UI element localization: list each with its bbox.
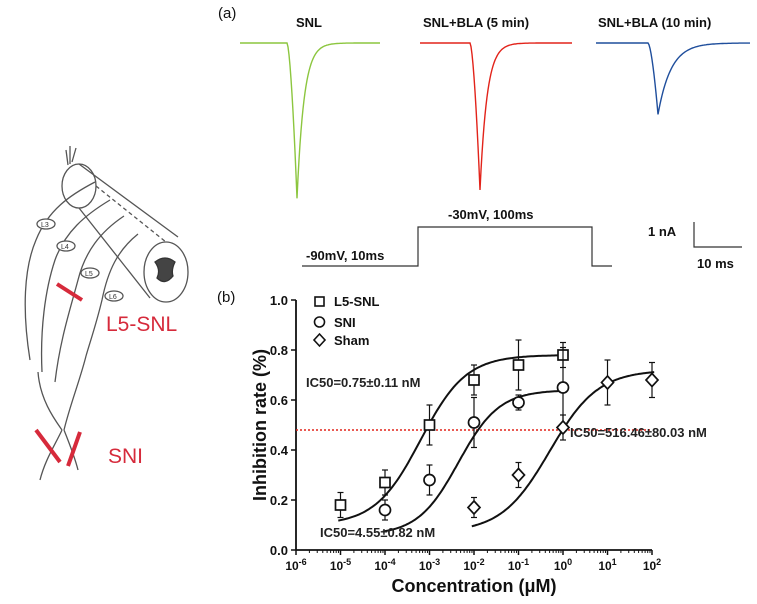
- scale-bar: [693, 222, 742, 248]
- sni-cut-mark-2: [66, 431, 82, 467]
- injury-marks: [34, 282, 84, 467]
- spinal-cord-top: [61, 163, 97, 209]
- x-tick-label: 10-1: [508, 557, 529, 573]
- legend-circle-icon: [313, 316, 326, 328]
- tract-icon: [65, 146, 77, 166]
- data-point-circle: [423, 473, 436, 487]
- legend-sni: SNI: [334, 315, 356, 330]
- x-tick-label: 10-2: [463, 557, 484, 573]
- drg-l4: [56, 240, 76, 252]
- ic50-label-l5-snl: IC50=0.75±0.11 nM: [306, 375, 420, 390]
- y-tick-label: 0.0: [270, 543, 288, 558]
- drg-l3: [36, 218, 56, 230]
- fit-curve-l5-snl: [338, 354, 566, 522]
- nerve-diagram: [24, 146, 189, 481]
- data-point-square: [423, 419, 436, 431]
- legend: L5-SNL SNI Sham: [312, 294, 380, 348]
- drg-l5: [80, 267, 100, 279]
- root-label-l5: L5: [85, 271, 93, 278]
- ic50-label-sni: IC50=4.55±0.82 nM: [320, 525, 435, 540]
- root-labels: L3 L4 L5 L6: [41, 222, 117, 301]
- legend-diamond-icon: [312, 332, 327, 348]
- y-tick-label: 0.8: [270, 343, 288, 358]
- y-tick-label: 0.4: [270, 443, 289, 458]
- protocol-step-label: -30mV, 100ms: [448, 207, 534, 222]
- sciatic-nerve: [37, 355, 87, 481]
- current-trace-snl: [240, 42, 380, 199]
- data-point-square: [468, 374, 480, 386]
- x-tick-label: 10-6: [285, 557, 306, 573]
- spinal-cord-body: [78, 163, 179, 299]
- ic50-label-sham: IC50=516.46±80.03 nM: [570, 425, 707, 440]
- drg-l6: [104, 290, 124, 302]
- cord-dash: [95, 185, 167, 243]
- root-l3: [24, 181, 96, 361]
- l5-snl-cut-mark: [55, 282, 84, 302]
- dose-response-chart: 0.0 0.2 0.4 0.6 0.8 1.0 10-6 10-5 10-4 10-3 10-2 10…: [270, 293, 661, 573]
- voltage-protocol: [302, 226, 612, 267]
- data-point-square: [512, 359, 525, 371]
- data-point-diamond: [511, 467, 526, 483]
- legend-l5-snl: L5-SNL: [334, 294, 380, 309]
- data-point-diamond: [600, 374, 615, 391]
- root-label-l3: L3: [41, 222, 49, 229]
- label-l5-snl: L5-SNL: [106, 313, 177, 336]
- trace-title-snl: SNL: [296, 15, 322, 30]
- y-tick-label: 1.0: [270, 293, 288, 308]
- data-point-square: [334, 499, 347, 511]
- sni-cut-mark-1: [34, 428, 62, 464]
- trace-title-bla10: SNL+BLA (10 min): [598, 15, 711, 30]
- x-axis-title: Concentration (μM): [392, 576, 557, 596]
- y-tick-label: 0.2: [270, 493, 288, 508]
- x-tick-label: 100: [554, 557, 572, 573]
- root-label-l4: L4: [61, 244, 69, 251]
- data-point-circle: [378, 503, 392, 517]
- x-tick-label: 101: [598, 557, 616, 573]
- panel-b-label: (b): [217, 289, 235, 306]
- data-point-circle: [556, 381, 570, 394]
- legend-square-icon: [314, 296, 325, 307]
- y-tick-label: 0.6: [270, 393, 288, 408]
- data-point-circle: [467, 416, 481, 429]
- current-trace-bla10: [596, 42, 750, 115]
- protocol-hold-label: -90mV, 10ms: [306, 248, 384, 263]
- x-tick-label: 10-4: [374, 557, 395, 573]
- data-point-circle: [512, 396, 525, 409]
- x-tick-label: 10-5: [330, 557, 351, 573]
- y-axis-title: Inhibition rate (%): [250, 349, 270, 501]
- x-tick-label: 10-3: [419, 557, 440, 573]
- x-tick-label: 102: [643, 557, 661, 573]
- scale-current-label: 1 nA: [648, 224, 677, 239]
- current-trace-bla5: [420, 42, 572, 191]
- root-l4: [40, 199, 111, 373]
- root-label-l6: L6: [109, 294, 117, 301]
- panel-a-label: (a): [218, 5, 236, 22]
- legend-sham: Sham: [334, 333, 369, 348]
- grey-matter-icon: [154, 257, 176, 283]
- root-l6: [85, 233, 139, 357]
- data-point-square: [379, 476, 391, 489]
- data-point-diamond: [466, 499, 482, 516]
- root-l5: [54, 215, 125, 383]
- label-sni: SNI: [108, 445, 143, 468]
- data-point-diamond: [555, 419, 571, 436]
- trace-title-bla5: SNL+BLA (5 min): [423, 15, 529, 30]
- scale-time-label: 10 ms: [697, 256, 734, 271]
- data-point-diamond: [644, 372, 660, 388]
